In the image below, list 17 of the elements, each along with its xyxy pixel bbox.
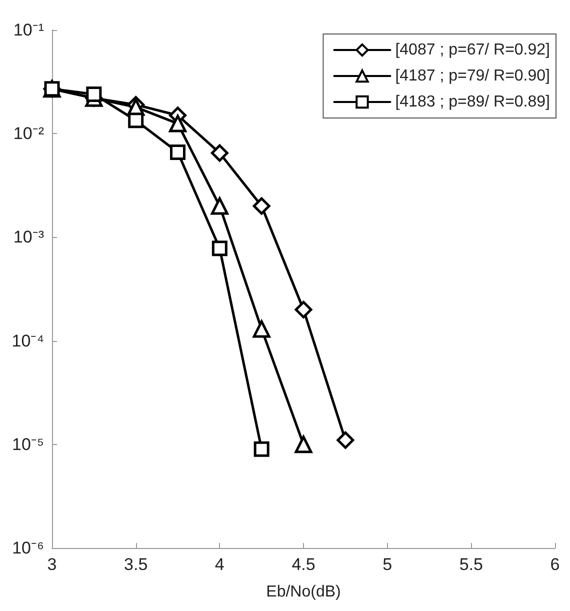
x-axis-title: Eb/No(dB) (266, 584, 341, 600)
y-tick-label: 10⁻² (13, 124, 44, 144)
x-tick-label: 5.5 (459, 555, 483, 574)
y-tick-label: 10⁻⁶ (12, 538, 44, 558)
y-tick-label: 10⁻⁵ (12, 434, 44, 454)
x-tick-label: 5 (382, 555, 392, 574)
legend-label: [4187 ; p=79/ R=0.90] (395, 68, 550, 84)
x-tick-label: 3.5 (124, 555, 148, 574)
x-tick-label: 4 (214, 555, 224, 574)
legend-label: [4183 ; p=89/ R=0.89] (395, 94, 550, 110)
x-tick-label: 6 (550, 555, 560, 574)
x-tick-label: 3 (47, 555, 57, 574)
x-tick-label: 4.5 (292, 555, 316, 574)
legend-label: [4087 ; p=67/ R=0.92] (395, 42, 550, 58)
y-tick-label: 10⁻³ (13, 228, 44, 247)
y-tick-label: 10⁻¹ (13, 20, 44, 40)
y-tick-label: 10⁻⁴ (12, 331, 44, 350)
